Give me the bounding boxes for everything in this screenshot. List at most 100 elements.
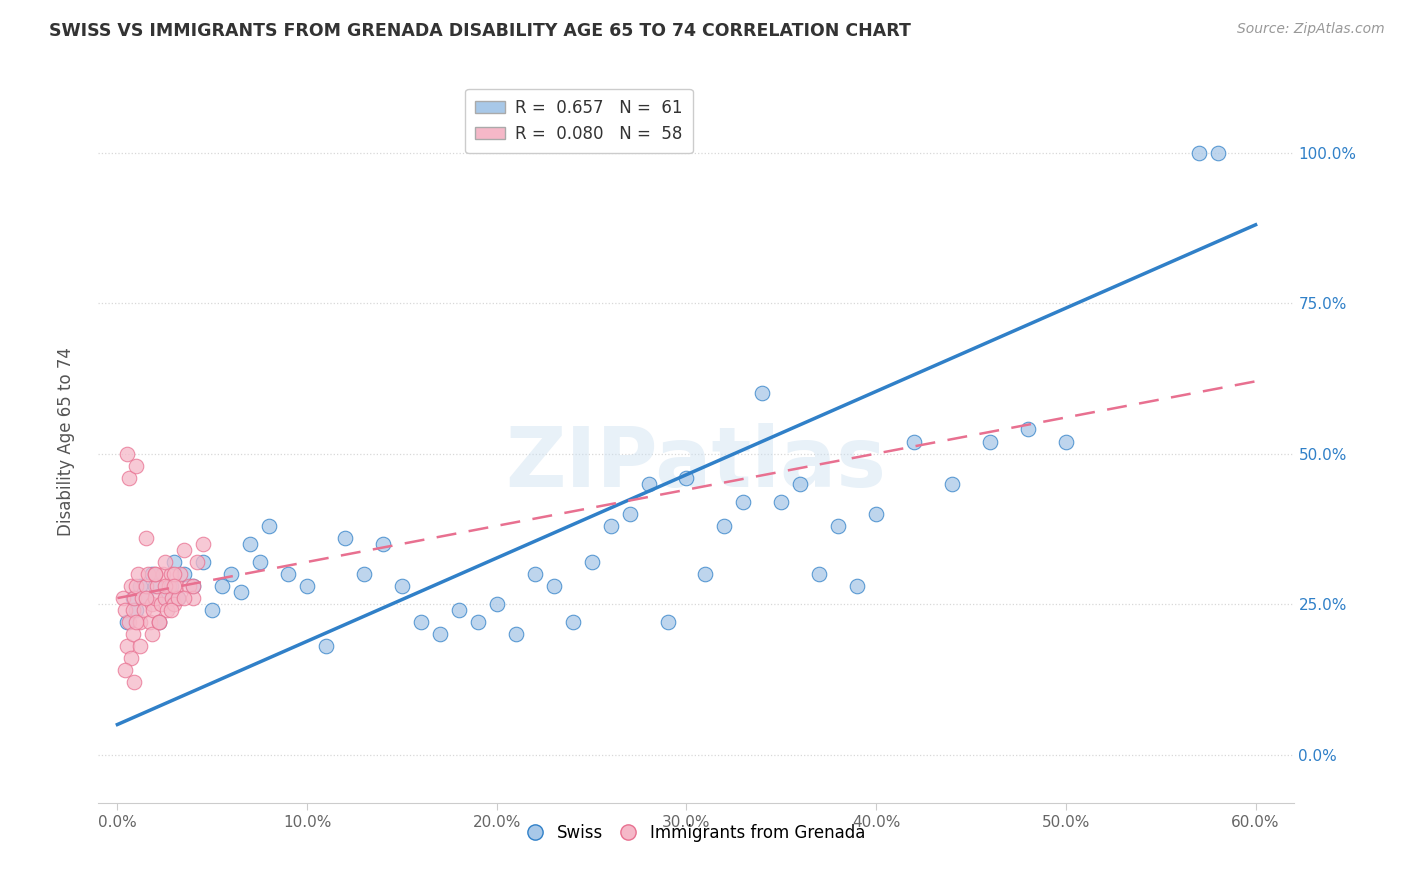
Point — [121, 603, 143, 617]
Point — [979, 434, 1001, 449]
Point — [239, 537, 262, 551]
Point — [129, 579, 152, 593]
Point — [148, 615, 170, 630]
Point — [391, 579, 413, 593]
Point — [125, 579, 148, 593]
Point — [125, 458, 148, 473]
Point — [695, 567, 717, 582]
Point — [429, 627, 451, 641]
Y-axis label: Disability Age 65 to 74: Disability Age 65 to 74 — [56, 347, 75, 536]
Point — [827, 518, 849, 533]
Point — [865, 507, 887, 521]
Point — [159, 603, 181, 617]
Point — [1054, 434, 1077, 449]
Point — [152, 567, 174, 582]
Point — [675, 471, 697, 485]
Point — [148, 615, 170, 630]
Point — [163, 567, 186, 582]
Point — [371, 537, 394, 551]
Point — [505, 627, 527, 641]
Point — [163, 555, 186, 569]
Point — [353, 567, 375, 582]
Point — [142, 603, 165, 617]
Legend: Swiss, Immigrants from Grenada: Swiss, Immigrants from Grenada — [520, 817, 872, 848]
Point — [115, 615, 138, 630]
Point — [138, 615, 160, 630]
Point — [150, 597, 173, 611]
Point — [581, 555, 603, 569]
Point — [153, 591, 176, 606]
Point — [191, 555, 214, 569]
Point — [125, 615, 148, 630]
Point — [485, 597, 508, 611]
Point — [770, 494, 793, 508]
Point — [135, 579, 157, 593]
Point — [156, 603, 179, 617]
Point — [181, 591, 204, 606]
Point — [167, 591, 190, 606]
Point — [561, 615, 583, 630]
Point — [903, 434, 925, 449]
Point — [127, 567, 149, 582]
Point — [257, 518, 280, 533]
Point — [409, 615, 432, 630]
Point — [333, 531, 356, 545]
Point — [277, 567, 299, 582]
Point — [191, 537, 214, 551]
Point — [135, 591, 157, 606]
Point — [132, 603, 155, 617]
Text: SWISS VS IMMIGRANTS FROM GRENADA DISABILITY AGE 65 TO 74 CORRELATION CHART: SWISS VS IMMIGRANTS FROM GRENADA DISABIL… — [49, 22, 911, 40]
Point — [846, 579, 869, 593]
Point — [1206, 145, 1229, 160]
Point — [523, 567, 546, 582]
Point — [112, 591, 135, 606]
Point — [163, 597, 186, 611]
Point — [249, 555, 271, 569]
Point — [201, 603, 224, 617]
Point — [143, 591, 166, 606]
Point — [136, 567, 159, 582]
Point — [789, 476, 811, 491]
Point — [153, 579, 176, 593]
Point — [159, 579, 181, 593]
Point — [619, 507, 641, 521]
Point — [162, 591, 184, 606]
Point — [211, 579, 233, 593]
Point — [121, 627, 143, 641]
Point — [543, 579, 565, 593]
Point — [141, 627, 163, 641]
Point — [599, 518, 621, 533]
Point — [118, 615, 141, 630]
Point — [173, 567, 195, 582]
Point — [173, 542, 195, 557]
Point — [114, 664, 136, 678]
Point — [181, 579, 204, 593]
Point — [186, 555, 208, 569]
Point — [159, 567, 181, 582]
Point — [124, 591, 146, 606]
Point — [1017, 423, 1039, 437]
Point — [447, 603, 470, 617]
Point — [121, 591, 143, 606]
Point — [129, 639, 152, 653]
Text: Source: ZipAtlas.com: Source: ZipAtlas.com — [1237, 22, 1385, 37]
Point — [295, 579, 318, 593]
Point — [141, 597, 163, 611]
Point — [637, 476, 659, 491]
Point — [167, 591, 190, 606]
Point — [657, 615, 679, 630]
Point — [808, 567, 831, 582]
Point — [153, 591, 176, 606]
Point — [179, 579, 201, 593]
Point — [125, 603, 148, 617]
Point — [120, 579, 142, 593]
Point — [229, 585, 252, 599]
Point — [153, 555, 176, 569]
Point — [733, 494, 755, 508]
Point — [129, 615, 152, 630]
Point — [751, 386, 773, 401]
Point — [131, 591, 153, 606]
Point — [143, 567, 166, 582]
Point — [713, 518, 735, 533]
Point — [1188, 145, 1211, 160]
